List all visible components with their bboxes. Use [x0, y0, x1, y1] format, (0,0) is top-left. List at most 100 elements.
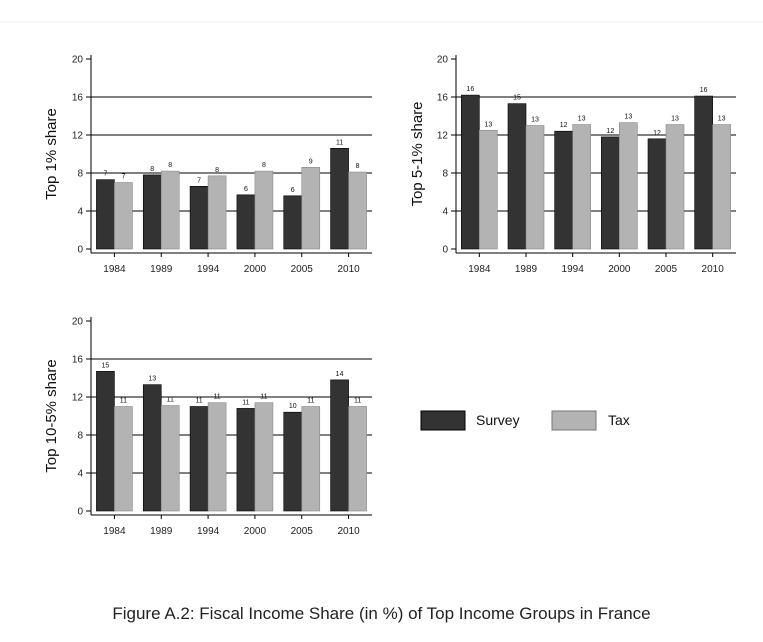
y-tick-label: 16	[72, 93, 84, 104]
data-label: 16	[700, 87, 708, 94]
x-tick-label: 2005	[291, 526, 314, 537]
bar-tax	[712, 124, 731, 250]
bar-survey	[96, 179, 115, 250]
y-tick-label: 20	[72, 317, 84, 328]
data-label: 13	[671, 116, 679, 123]
data-label: 13	[484, 121, 492, 128]
bar-tax	[254, 402, 274, 512]
bar-tax	[301, 406, 321, 512]
figure-caption: Figure A.2: Fiscal Income Share (in %) o…	[112, 604, 651, 623]
bar-survey	[694, 95, 713, 250]
bar-tax	[301, 167, 321, 250]
y-tick-label: 12	[72, 131, 84, 142]
data-label: 11	[120, 398, 127, 405]
y-tick-label: 4	[77, 469, 83, 480]
bar-survey	[330, 148, 349, 250]
bar-survey	[236, 408, 256, 512]
data-label: 8	[168, 162, 172, 169]
x-tick-label: 2010	[337, 526, 360, 537]
legend-swatch-tax	[551, 410, 597, 431]
data-label: 9	[309, 158, 313, 165]
bar-tax	[479, 129, 498, 250]
data-label: 11	[167, 397, 174, 404]
bar-tax	[619, 122, 638, 250]
x-tick-label: 1989	[150, 264, 173, 275]
bar-tax	[348, 406, 367, 512]
x-tick-label: 1984	[468, 264, 491, 275]
bar-survey	[189, 186, 209, 250]
data-label: 11	[307, 398, 314, 405]
x-tick-label: 2005	[291, 264, 314, 275]
y-tick-label: 20	[72, 55, 84, 66]
data-label: 14	[336, 371, 344, 378]
data-label: 8	[262, 162, 266, 169]
data-label: 8	[356, 163, 360, 170]
x-tick-label: 1984	[103, 264, 126, 275]
x-tick-label: 1989	[515, 264, 538, 275]
bar-tax	[207, 175, 227, 250]
data-label: 13	[531, 117, 539, 124]
data-label: 8	[150, 166, 154, 173]
data-label: 12	[606, 128, 614, 135]
y-tick-label: 0	[77, 245, 83, 256]
data-label: 15	[513, 95, 521, 102]
data-label: 11	[260, 394, 267, 401]
bar-survey	[461, 94, 480, 250]
bar-survey	[330, 379, 349, 512]
bar-survey	[96, 371, 115, 512]
data-label: 16	[466, 86, 474, 93]
bar-survey	[507, 103, 527, 250]
y-tick-label: 0	[77, 507, 83, 518]
data-label: 7	[121, 174, 125, 181]
legend: Survey Tax	[420, 410, 630, 431]
data-label: 7	[103, 171, 107, 178]
bar-tax	[160, 405, 180, 512]
x-tick-label: 1994	[197, 526, 220, 537]
bar-tax	[160, 170, 180, 250]
data-label: 8	[215, 167, 219, 174]
bar-tax	[525, 125, 545, 250]
data-label: 11	[213, 394, 220, 401]
y-tick-label: 12	[72, 393, 84, 404]
x-tick-label: 1989	[150, 526, 173, 537]
x-tick-label: 2000	[608, 264, 631, 275]
legend-label-tax: Tax	[608, 412, 630, 428]
x-tick-label: 1984	[103, 526, 126, 537]
bar-survey	[283, 195, 303, 250]
data-label: 12	[560, 122, 568, 129]
x-tick-label: 2000	[244, 264, 267, 275]
data-label: 13	[718, 116, 726, 123]
y-axis-label: Top 10-5% share	[43, 359, 60, 472]
data-label: 13	[624, 114, 632, 121]
x-tick-label: 2000	[244, 526, 267, 537]
chart-panel-2: 0 4 8 12 16 20 Top 5-1% share 16 13 1984 15 13 1989 1…	[409, 55, 736, 275]
data-label: 11	[354, 398, 361, 405]
chart-panel-3: 0 4 8 12 16 20 Top 10-5% share 15 11 1984 13 11 1989…	[43, 317, 372, 537]
y-tick-label: 8	[77, 431, 83, 442]
data-label: 15	[102, 362, 110, 369]
x-tick-label: 2005	[655, 264, 678, 275]
data-label: 13	[148, 376, 156, 383]
x-tick-label: 1994	[197, 264, 220, 275]
y-tick-label: 4	[442, 207, 448, 218]
bar-survey	[142, 174, 162, 250]
bar-survey	[601, 136, 620, 250]
bar-survey	[283, 411, 303, 512]
data-label: 11	[195, 398, 202, 405]
y-axis-label: Top 1% share	[43, 108, 60, 200]
legend-label-survey: Survey	[476, 412, 520, 428]
y-tick-label: 16	[437, 93, 449, 104]
data-label: 6	[291, 187, 295, 194]
data-label: 10	[289, 403, 297, 410]
data-label: 7	[197, 177, 201, 184]
bar-tax	[665, 124, 685, 250]
bar-tax	[348, 171, 367, 250]
chart-panel-1: 0 4 8 12 16 20 Top 1% share 7 7 1984 8 8 1989 7 8 1994 6…	[43, 55, 372, 275]
bar-tax	[207, 402, 227, 512]
x-tick-label: 1994	[562, 264, 585, 275]
y-tick-label: 8	[442, 169, 448, 180]
x-tick-label: 2010	[337, 264, 360, 275]
data-label: 12	[653, 130, 661, 137]
legend-swatch-survey	[420, 410, 466, 431]
